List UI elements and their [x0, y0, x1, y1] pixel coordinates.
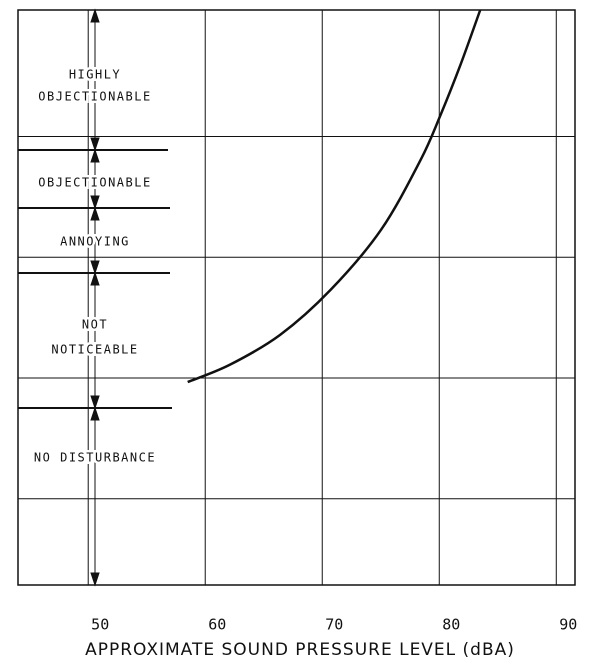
zone-boundaries [18, 149, 172, 409]
zone-label: NO DISTURBANCE [34, 451, 156, 465]
plot-frame [17, 9, 576, 586]
x-tick-label: 50 [91, 616, 109, 634]
x-tick-label: 90 [559, 616, 577, 634]
arrowheads [90, 8, 100, 587]
zone-arrows [90, 8, 100, 587]
x-tick-label: 60 [208, 616, 226, 634]
zone-label: OBJECTIONABLE [38, 176, 151, 190]
zone-label: OBJECTIONABLE [38, 90, 151, 104]
curve [187, 9, 482, 384]
zone-label: NOTICEABLE [51, 343, 138, 357]
x-tick-label: 70 [325, 616, 343, 634]
x-axis-label: APPROXIMATE SOUND PRESSURE LEVEL (dBA) [85, 640, 515, 660]
zone-label: HIGHLY [69, 68, 121, 82]
x-tick-label: 80 [442, 616, 460, 634]
zone-label: ANNOYING [60, 235, 130, 249]
zone-label: NOT [82, 318, 108, 332]
